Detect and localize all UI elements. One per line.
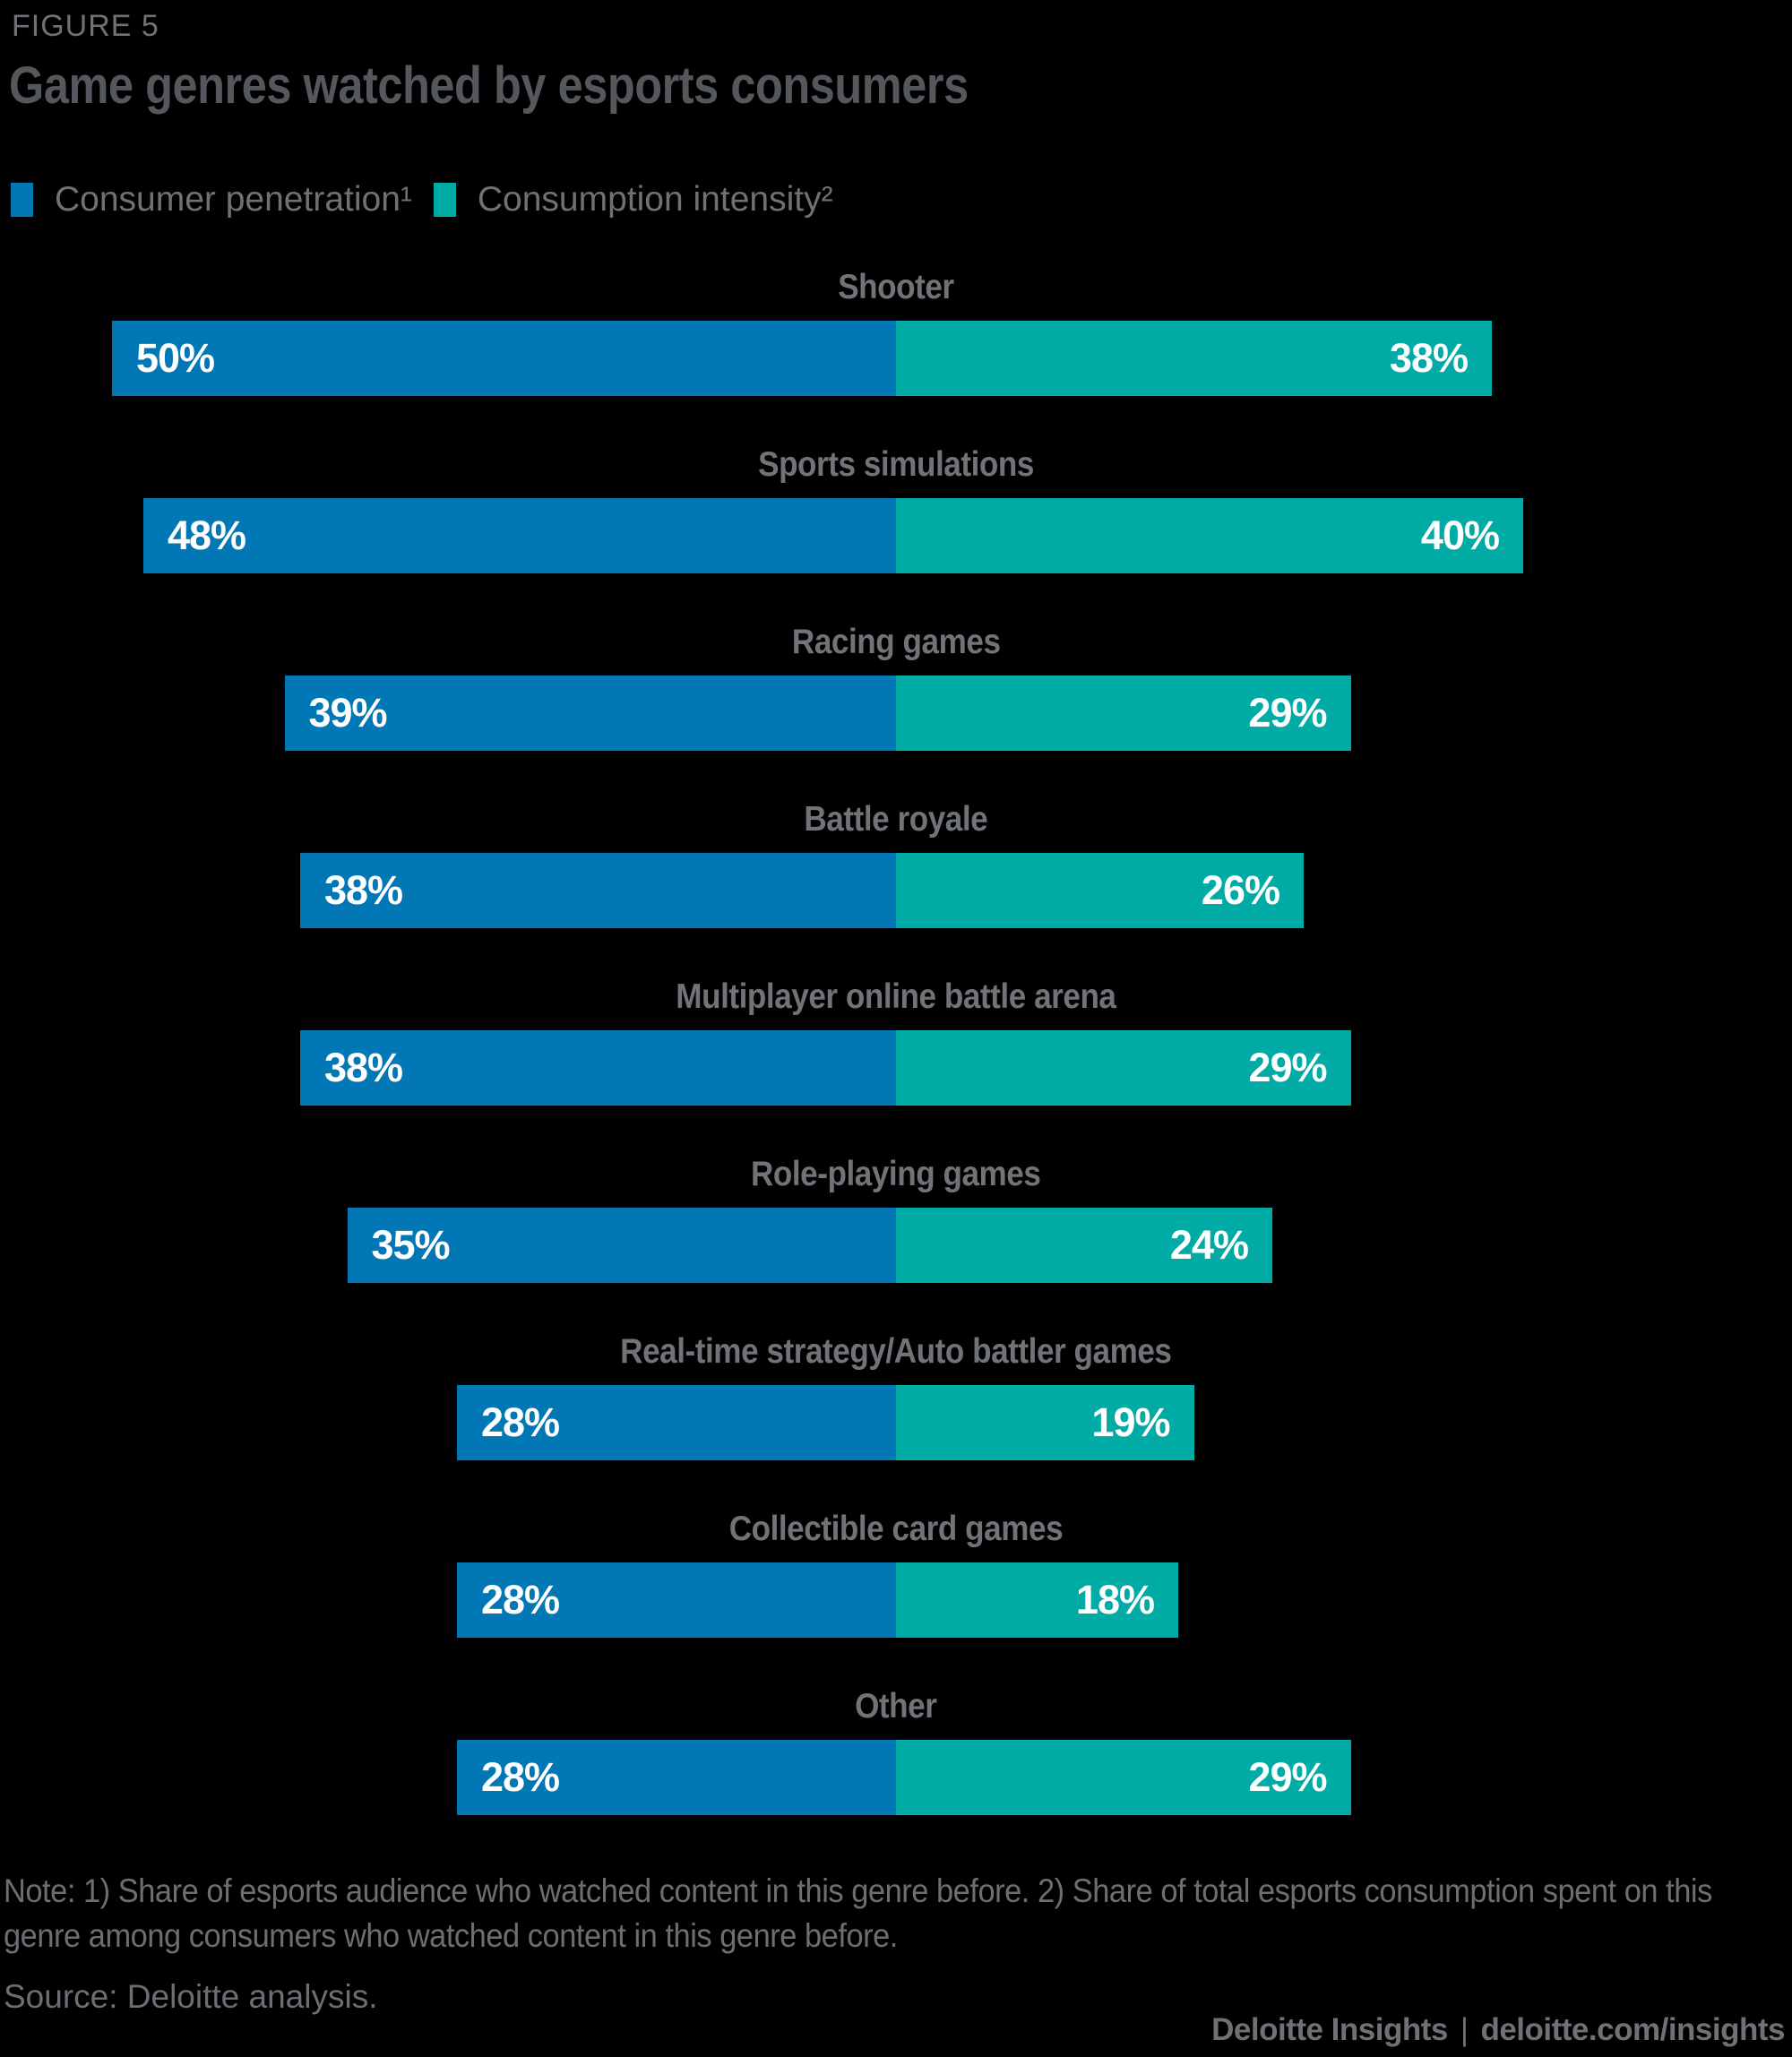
chart-row: Shooter 50% 38% xyxy=(0,263,1792,441)
bar-pair: 38% 26% xyxy=(0,853,1792,928)
bar-value-label: 40% xyxy=(1420,512,1500,558)
bar-consumer-penetration: 38% xyxy=(300,853,896,928)
bar-pair: 39% 29% xyxy=(0,676,1792,751)
bar-value-label: 29% xyxy=(1248,1754,1327,1800)
genre-label-text: Battle royale xyxy=(804,800,988,839)
genre-label-text: Collectible card games xyxy=(728,1510,1064,1548)
bar-consumption-intensity: 29% xyxy=(896,1740,1351,1815)
genre-label: Real-time strategy/Auto battler games xyxy=(0,1331,1792,1373)
note-text-line-1: Note: 1) Share of esports audience who w… xyxy=(4,1869,1790,1914)
bar-value-label: 29% xyxy=(1248,1045,1327,1090)
bar-consumption-intensity: 19% xyxy=(896,1385,1194,1460)
genre-label: Battle royale xyxy=(0,799,1792,840)
genre-label: Racing games xyxy=(0,622,1792,663)
bar-consumption-intensity: 38% xyxy=(896,321,1492,396)
bar-pair: 38% 29% xyxy=(0,1030,1792,1106)
footer-brand: Deloitte Insights xyxy=(1211,2012,1448,2047)
bar-consumption-intensity: 26% xyxy=(896,853,1304,928)
bar-consumer-penetration: 50% xyxy=(112,321,896,396)
chart-row: Other 28% 29% xyxy=(0,1683,1792,1860)
bar-pair: 28% 19% xyxy=(0,1385,1792,1460)
legend: Consumer penetration¹ Consumption intens… xyxy=(11,180,833,219)
genre-label: Shooter xyxy=(0,267,1792,308)
bar-value-label: 48% xyxy=(168,512,246,558)
bar-value-label: 18% xyxy=(1075,1577,1155,1622)
bar-pair: 48% 40% xyxy=(0,498,1792,573)
bar-consumption-intensity: 29% xyxy=(896,1030,1351,1106)
chart-row: Collectible card games 28% 18% xyxy=(0,1505,1792,1683)
bar-value-label: 50% xyxy=(136,335,215,381)
bar-value-label: 24% xyxy=(1169,1222,1249,1268)
bar-pair: 28% 18% xyxy=(0,1562,1792,1638)
legend-item-consumer-penetration: Consumer penetration¹ xyxy=(11,180,412,219)
bar-value-label: 38% xyxy=(1389,335,1469,381)
genre-label-text: Role-playing games xyxy=(751,1155,1041,1193)
legend-label-consumer-penetration: Consumer penetration¹ xyxy=(55,180,412,219)
note-text-line-2: genre among consumers who watched conten… xyxy=(4,1914,1790,1958)
bar-value-label: 28% xyxy=(481,1754,560,1800)
genre-label: Sports simulations xyxy=(0,444,1792,486)
genre-label-text: Shooter xyxy=(838,268,954,306)
genre-label-text: Sports simulations xyxy=(758,445,1034,484)
bar-pair: 35% 24% xyxy=(0,1208,1792,1283)
bar-value-label: 38% xyxy=(324,1045,403,1090)
note-text-line-1-text: Note: 1) Share of esports audience who w… xyxy=(4,1872,1712,1909)
bar-value-label: 26% xyxy=(1201,867,1280,913)
bar-consumption-intensity: 40% xyxy=(896,498,1523,573)
footer-site-link: deloitte.com/insights xyxy=(1480,2012,1785,2047)
figure-title-text: Game genres watched by esports consumers xyxy=(9,56,969,115)
bar-value-label: 29% xyxy=(1248,690,1327,736)
chart-row: Battle royale 38% 26% xyxy=(0,796,1792,973)
chart-row: Sports simulations 48% 40% xyxy=(0,441,1792,618)
chart: Shooter 50% 38% Sports simulations 48% 40% Rac… xyxy=(0,263,1792,1860)
genre-label-text: Other xyxy=(855,1687,937,1726)
genre-label-text: Racing games xyxy=(791,623,1001,661)
bar-value-label: 39% xyxy=(308,690,388,736)
chart-row: Racing games 39% 29% xyxy=(0,618,1792,796)
bar-pair: 50% 38% xyxy=(0,321,1792,396)
bar-consumption-intensity: 29% xyxy=(896,676,1351,751)
genre-label: Collectible card games xyxy=(0,1509,1792,1550)
legend-swatch-consumer-penetration xyxy=(11,183,33,217)
bar-consumption-intensity: 18% xyxy=(896,1562,1178,1638)
legend-label-consumption-intensity: Consumption intensity² xyxy=(477,180,833,219)
bar-value-label: 19% xyxy=(1091,1399,1170,1445)
notes: Note: 1) Share of esports audience who w… xyxy=(4,1869,1790,2016)
bar-consumer-penetration: 28% xyxy=(457,1562,896,1638)
bar-consumer-penetration: 28% xyxy=(457,1385,896,1460)
footer-separator: | xyxy=(1460,2012,1469,2047)
bar-consumption-intensity: 24% xyxy=(896,1208,1272,1283)
bar-value-label: 28% xyxy=(481,1577,560,1622)
figure-title: Game genres watched by esports consumers xyxy=(9,56,1112,116)
bar-consumer-penetration: 28% xyxy=(457,1740,896,1815)
genre-label-text: Real-time strategy/Auto battler games xyxy=(620,1332,1172,1371)
chart-row: Role-playing games 35% 24% xyxy=(0,1150,1792,1328)
bar-consumer-penetration: 48% xyxy=(143,498,896,573)
genre-label: Role-playing games xyxy=(0,1154,1792,1195)
bar-value-label: 28% xyxy=(481,1399,560,1445)
bar-value-label: 35% xyxy=(371,1222,451,1268)
bar-pair: 28% 29% xyxy=(0,1740,1792,1815)
legend-swatch-consumption-intensity xyxy=(433,183,456,217)
bar-consumer-penetration: 39% xyxy=(284,676,896,751)
bar-consumer-penetration: 38% xyxy=(300,1030,896,1106)
footer: Deloitte Insights | deloitte.com/insights xyxy=(1211,2012,1785,2048)
genre-label-text: Multiplayer online battle arena xyxy=(676,977,1116,1016)
note-text-line-2-text: genre among consumers who watched conten… xyxy=(4,1917,898,1954)
bar-value-label: 38% xyxy=(324,867,403,913)
bar-consumer-penetration: 35% xyxy=(347,1208,896,1283)
genre-label: Multiplayer online battle arena xyxy=(0,977,1792,1018)
legend-item-consumption-intensity: Consumption intensity² xyxy=(433,180,833,219)
genre-label: Other xyxy=(0,1686,1792,1727)
figure-label: FIGURE 5 xyxy=(12,9,159,43)
source-text: Source: Deloitte analysis. xyxy=(4,1978,378,2015)
chart-row: Real-time strategy/Auto battler games 28%… xyxy=(0,1328,1792,1505)
chart-row: Multiplayer online battle arena 38% 29% xyxy=(0,973,1792,1150)
